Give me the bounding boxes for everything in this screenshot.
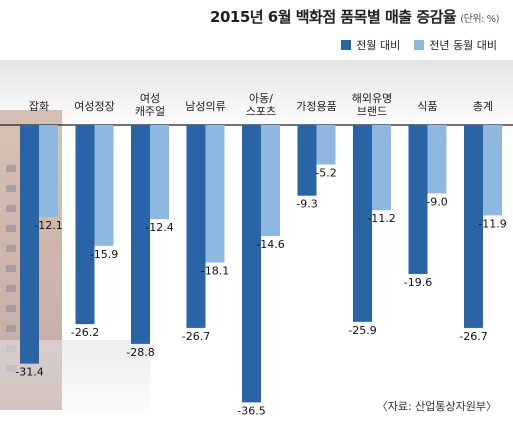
value-label-series2-4: -14.6: [256, 238, 284, 251]
category-label-6-line1: 브랜드: [357, 105, 387, 118]
value-label-series1-0: -31.4: [15, 366, 43, 379]
legend-label-series1: 전월 대비: [356, 39, 401, 52]
value-label-series1-8: -26.7: [459, 330, 487, 343]
legend-label-series2: 전년 동월 대비: [429, 39, 497, 52]
category-label-7: 식품: [417, 100, 437, 113]
category-label-6-line0: 해외유명: [352, 91, 392, 105]
category-label-2-line0: 여성: [140, 92, 160, 105]
value-label-series1-4: -36.5: [237, 404, 265, 417]
value-label-series1-7: -19.6: [404, 276, 432, 289]
bar-series2-8: [483, 125, 502, 216]
category-label-2-line1: 캐주얼: [135, 104, 165, 118]
legend-item-series1: 전월 대비: [341, 37, 400, 53]
category-label-5: 가정용품: [296, 100, 336, 113]
bar-series2-3: [205, 125, 225, 263]
legend-swatch-series2: [414, 40, 425, 50]
bar-series1-6: [353, 125, 372, 322]
chart-title-text: 2015년 6월 백화점 품목별 매출 증감율: [210, 8, 457, 26]
value-label-series2-2: -12.4: [145, 221, 173, 234]
bar-series1-5: [297, 125, 317, 196]
bar-series1-1: [75, 125, 95, 325]
value-label-series2-3: -18.1: [201, 265, 229, 278]
category-label-4-line0: 아동/: [249, 92, 273, 105]
bar-series2-5: [316, 125, 336, 165]
value-label-series1-2: -28.8: [126, 346, 154, 359]
value-label-series2-8: -11.9: [478, 217, 506, 230]
bar-series1-8: [464, 125, 483, 328]
value-label-series1-6: -25.9: [348, 324, 376, 337]
value-label-series2-6: -11.2: [367, 212, 395, 225]
value-label-series1-3: -26.7: [182, 330, 210, 343]
category-label-8: 총계: [473, 100, 493, 113]
value-label-series2-7: -9.0: [426, 195, 447, 208]
category-label-1: 여성정장: [74, 100, 114, 113]
value-label-series2-0: -12.1: [34, 219, 62, 232]
value-label-series2-1: -15.9: [90, 248, 118, 261]
legend-swatch-series1: [341, 40, 352, 50]
legend: 전월 대비 전년 동월 대비: [341, 37, 497, 53]
value-label-series1-1: -26.2: [71, 326, 99, 339]
source-note: 〈자료: 산업통상자원부〉: [376, 400, 497, 413]
bar-series2-6: [372, 125, 391, 211]
value-label-series2-5: -5.2: [315, 167, 336, 180]
chart-title: 2015년 6월 백화점 품목별 매출 증감율 (단위: %): [210, 6, 499, 27]
category-label-0: 잡화: [29, 100, 49, 113]
value-label-series1-5: -9.3: [296, 198, 317, 211]
bar-series2-0: [39, 125, 58, 217]
unit-label: (단위: %): [460, 14, 499, 25]
legend-item-series2: 전년 동월 대비: [414, 37, 497, 53]
bar-series1-7: [408, 125, 428, 274]
bar-series2-7: [427, 125, 447, 194]
bar-series1-2: [131, 125, 150, 344]
category-label-4-line1: 스포츠: [246, 105, 276, 118]
bar-series1-3: [186, 125, 206, 328]
bar-series1-4: [242, 125, 261, 403]
bar-series2-4: [261, 125, 280, 236]
category-label-3: 남성의류: [185, 100, 225, 113]
bar-series2-2: [150, 125, 169, 220]
bar-series2-1: [94, 125, 114, 246]
bar-series1-0: [20, 125, 39, 364]
